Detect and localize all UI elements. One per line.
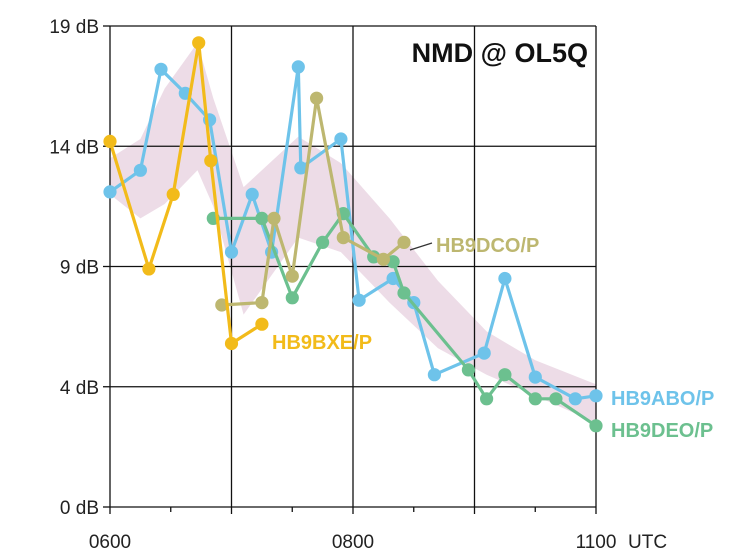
- series-line-hb9dco-p: [220, 96, 406, 307]
- data-point-hb9abo-p: [427, 368, 441, 382]
- x-tick-label: 1100: [576, 532, 617, 552]
- data-point-hb9dco-p: [285, 269, 299, 283]
- data-point-hb9abo-p: [477, 346, 491, 360]
- data-point-hb9abo-p: [224, 245, 239, 259]
- data-point-hb9abo-p: [352, 293, 366, 307]
- data-point-hb9abo-p: [103, 185, 117, 199]
- data-point-hb9dco-p: [215, 298, 229, 312]
- data-point-hb9deo-p: [480, 392, 494, 406]
- data-point-hb9abo-p: [334, 132, 348, 146]
- data-point-hb9dco-p: [267, 211, 281, 225]
- data-point-hb9abo-p: [294, 161, 308, 175]
- x-axis-unit-label: UTC: [628, 532, 667, 552]
- series-label-leader: [409, 242, 433, 251]
- data-point-hb9abo-p: [528, 370, 542, 384]
- y-tick-label: 14 dB: [49, 137, 99, 158]
- y-tick-label: 0 dB: [60, 498, 99, 519]
- chart-title: NMD @ OL5Q: [412, 38, 588, 68]
- data-point-hb9bxe-p: [192, 36, 206, 50]
- series-hb9deo-p: HB9DEO/P: [206, 207, 713, 442]
- data-point-hb9deo-p: [549, 392, 563, 406]
- data-point-hb9deo-p: [498, 368, 512, 382]
- data-point-hb9abo-p: [133, 163, 147, 177]
- data-point-hb9abo-p: [498, 271, 512, 286]
- data-point-hb9deo-p: [316, 235, 330, 249]
- data-point-hb9bxe-p: [255, 317, 269, 331]
- data-point-hb9abo-p: [291, 60, 305, 74]
- data-point-hb9bxe-p: [224, 336, 239, 351]
- series-hb9bxe-p: HB9BXE/P: [103, 36, 372, 354]
- data-point-hb9deo-p: [285, 291, 299, 305]
- data-point-hb9bxe-p: [103, 134, 117, 148]
- y-tick-label: 9 dB: [60, 258, 99, 279]
- data-point-hb9abo-p: [568, 392, 582, 406]
- data-point-hb9dco-p: [376, 252, 390, 266]
- data-point-hb9abo-p: [154, 62, 168, 76]
- data-point-hb9dco-p: [255, 296, 269, 310]
- data-point-hb9deo-p: [397, 286, 411, 300]
- series-layer: HB9ABO/P HB9DEO/P HB9DCO/P HB9BXE/P: [103, 36, 714, 442]
- y-tick-label: 4 dB: [60, 378, 99, 399]
- x-tick-label: 0800: [332, 532, 374, 552]
- x-tick-label: 0600: [89, 532, 131, 552]
- data-point-hb9deo-p: [589, 419, 603, 433]
- data-point-hb9abo-p: [589, 389, 603, 403]
- series-label-hb9deo-p: HB9DEO/P: [611, 420, 713, 442]
- data-point-hb9deo-p: [255, 211, 269, 225]
- data-point-hb9deo-p: [461, 363, 475, 377]
- series-label-hb9abo-p: HB9ABO/P: [611, 388, 714, 410]
- series-hb9dco-p: HB9DCO/P: [215, 91, 539, 312]
- grid-layer: 0600 0800 1100 0 dB 4 dB 9 dB 14 dB 19 dB: [49, 17, 617, 553]
- series-label-hb9bxe-p: HB9BXE/P: [272, 332, 372, 354]
- data-point-hb9bxe-p: [142, 262, 156, 276]
- data-point-hb9bxe-p: [204, 154, 218, 168]
- label-layer: NMD @ OL5Q UTC: [412, 38, 667, 553]
- y-tick-label: 19 dB: [49, 17, 99, 38]
- series-label-hb9dco-p: HB9DCO/P: [436, 235, 539, 257]
- data-point-hb9bxe-p: [166, 187, 180, 201]
- data-point-hb9abo-p: [245, 187, 259, 201]
- data-point-hb9dco-p: [336, 231, 350, 245]
- data-point-hb9dco-p: [310, 91, 324, 105]
- data-point-hb9dco-p: [397, 235, 411, 249]
- data-point-hb9deo-p: [528, 392, 542, 406]
